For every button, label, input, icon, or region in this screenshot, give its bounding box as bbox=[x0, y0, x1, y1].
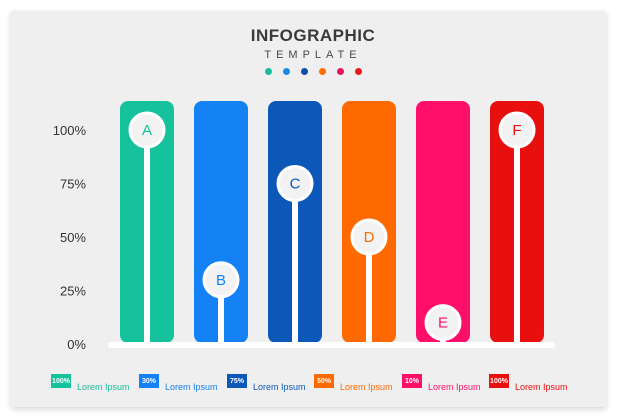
legend-item: 50% Lorem Ipsum bbox=[314, 372, 393, 392]
color-dot-6 bbox=[354, 68, 362, 75]
legend-label: Lorem Ipsum bbox=[77, 382, 130, 392]
legend-swatch: 75% bbox=[227, 374, 247, 388]
bar-marker-label: F bbox=[512, 122, 521, 139]
legend-item: 30% Lorem Ipsum bbox=[139, 372, 218, 392]
page-subtitle: TEMPLATE bbox=[264, 49, 362, 61]
x-axis-baseline bbox=[108, 342, 555, 348]
bar-group-d: D bbox=[342, 101, 396, 345]
bar-marker bbox=[128, 111, 166, 149]
legend-label: Lorem Ipsum bbox=[428, 382, 481, 392]
bar-e bbox=[416, 101, 470, 343]
y-tick-label: 0% bbox=[67, 337, 86, 352]
color-dot-3 bbox=[300, 68, 308, 75]
color-dot-1 bbox=[264, 68, 272, 75]
bar-group-a: A bbox=[120, 101, 174, 345]
legend-label: Lorem Ipsum bbox=[340, 382, 393, 392]
bar-group-b: B bbox=[194, 101, 248, 345]
bar-marker bbox=[202, 261, 240, 299]
bar-marker-label: E bbox=[438, 315, 448, 332]
legend-label: Lorem Ipsum bbox=[253, 382, 306, 392]
bar-marker bbox=[498, 111, 536, 149]
color-dot-4 bbox=[318, 68, 326, 75]
bar-group-e: E bbox=[416, 101, 470, 345]
bar-group-f: F bbox=[490, 101, 544, 345]
page-title: INFOGRAPHIC bbox=[250, 26, 376, 45]
y-tick-label: 100% bbox=[53, 123, 87, 138]
legend-swatch: 50% bbox=[314, 374, 334, 388]
bar-marker bbox=[424, 304, 462, 342]
bar-stem bbox=[366, 237, 372, 345]
legend-label: Lorem Ipsum bbox=[165, 382, 218, 392]
legend-item: 100% Lorem Ipsum bbox=[51, 372, 130, 392]
bar-stem bbox=[514, 130, 520, 345]
legend-item: 10% Lorem Ipsum bbox=[402, 372, 481, 392]
y-tick-label: 25% bbox=[60, 284, 86, 299]
bar-marker-label: A bbox=[142, 122, 152, 139]
color-dot-5 bbox=[336, 68, 344, 75]
legend-item: 75% Lorem Ipsum bbox=[227, 372, 306, 392]
legend-swatch: 100% bbox=[489, 374, 509, 388]
legend-swatch: 30% bbox=[139, 374, 159, 388]
y-tick-label: 75% bbox=[60, 177, 86, 192]
bar-marker-label: C bbox=[290, 176, 301, 193]
bar-group-c: C bbox=[268, 101, 322, 345]
legend: 100% Lorem Ipsum 30% Lorem Ipsum 75% Lorem Ip… bbox=[0, 372, 626, 394]
bar-stem bbox=[292, 183, 298, 345]
bar-stem bbox=[218, 279, 224, 345]
bar-marker bbox=[276, 165, 314, 202]
bar-stem bbox=[144, 130, 150, 345]
color-dot-2 bbox=[282, 68, 290, 75]
bar-marker-label: D bbox=[364, 229, 375, 246]
legend-swatch: 100% bbox=[51, 374, 71, 388]
bar-marker bbox=[350, 218, 388, 256]
bar-marker-label: B bbox=[216, 272, 226, 289]
legend-swatch: 10% bbox=[402, 374, 422, 388]
legend-label: Lorem Ipsum bbox=[515, 382, 568, 392]
legend-item: 100% Lorem Ipsum bbox=[489, 372, 568, 392]
color-dots bbox=[0, 68, 626, 75]
y-tick-label: 50% bbox=[60, 230, 86, 245]
